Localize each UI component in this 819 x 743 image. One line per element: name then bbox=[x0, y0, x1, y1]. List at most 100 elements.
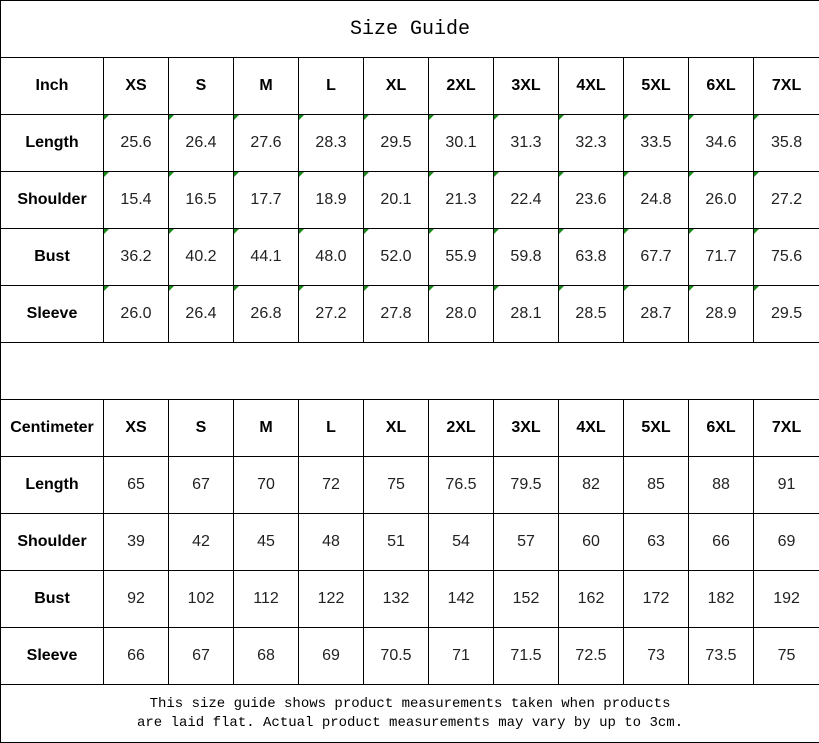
measurement-cell: 69 bbox=[298, 627, 364, 685]
table-row: Shoulder 15.4 16.5 17.7 18.9 20.1 21.3 22.4 23.6… bbox=[0, 171, 819, 229]
title-row: Size Guide bbox=[0, 0, 819, 58]
inch-header-row: Inch XS S M L XL 2XL 3XL 4XL 5XL 6XL 7XL bbox=[0, 57, 819, 115]
table-row: Shoulder 39 42 45 48 51 54 57 60 63 66 69 bbox=[0, 513, 819, 571]
table-row: Length 65 67 70 72 75 76.5 79.5 82 85 88 91 bbox=[0, 456, 819, 514]
measurement-cell: 92 bbox=[103, 570, 169, 628]
size-header: 2XL bbox=[428, 57, 494, 115]
measurement-cell: 25.6 bbox=[103, 114, 169, 172]
measurement-cell: 73.5 bbox=[688, 627, 754, 685]
measurement-cell: 88 bbox=[688, 456, 754, 514]
size-header: 2XL bbox=[428, 399, 494, 457]
spacer-row bbox=[0, 342, 819, 400]
measurement-cell: 28.1 bbox=[493, 285, 559, 343]
measurement-cell: 71 bbox=[428, 627, 494, 685]
measurement-cell: 71.7 bbox=[688, 228, 754, 286]
size-header: S bbox=[168, 57, 234, 115]
measurement-cell: 30.1 bbox=[428, 114, 494, 172]
spacer-cell bbox=[0, 342, 819, 400]
measurement-cell: 51 bbox=[363, 513, 429, 571]
measurement-cell: 35.8 bbox=[752, 114, 819, 172]
measurement-cell: 76.5 bbox=[428, 456, 494, 514]
measurement-label: Bust bbox=[0, 570, 104, 628]
measurement-cell: 28.0 bbox=[428, 285, 494, 343]
measurement-cell: 36.2 bbox=[103, 228, 169, 286]
table-row: Sleeve 26.0 26.4 26.8 27.2 27.8 28.0 28.1 28.5 28… bbox=[0, 285, 819, 343]
footer-note: This size guide shows product measuremen… bbox=[0, 684, 819, 743]
footer-line-2: are laid flat. Actual product measuremen… bbox=[137, 714, 684, 731]
size-header: 7XL bbox=[752, 57, 819, 115]
inch-unit-label: Inch bbox=[0, 57, 104, 115]
measurement-cell: 26.8 bbox=[233, 285, 299, 343]
measurement-cell: 69 bbox=[752, 513, 819, 571]
size-header: 3XL bbox=[493, 57, 559, 115]
measurement-cell: 82 bbox=[558, 456, 624, 514]
measurement-cell: 28.5 bbox=[558, 285, 624, 343]
size-header: L bbox=[298, 57, 364, 115]
measurement-label: Bust bbox=[0, 228, 104, 286]
size-header: M bbox=[233, 57, 299, 115]
footer-row: This size guide shows product measuremen… bbox=[0, 684, 819, 743]
measurement-cell: 54 bbox=[428, 513, 494, 571]
measurement-cell: 75 bbox=[363, 456, 429, 514]
measurement-cell: 60 bbox=[558, 513, 624, 571]
measurement-cell: 20.1 bbox=[363, 171, 429, 229]
measurement-cell: 63 bbox=[623, 513, 689, 571]
measurement-cell: 26.0 bbox=[688, 171, 754, 229]
measurement-cell: 48 bbox=[298, 513, 364, 571]
measurement-label: Shoulder bbox=[0, 171, 104, 229]
measurement-cell: 42 bbox=[168, 513, 234, 571]
measurement-cell: 63.8 bbox=[558, 228, 624, 286]
measurement-cell: 70 bbox=[233, 456, 299, 514]
measurement-cell: 27.2 bbox=[752, 171, 819, 229]
size-header: XL bbox=[363, 57, 429, 115]
measurement-cell: 192 bbox=[752, 570, 819, 628]
centimeter-header-row: Centimeter XS S M L XL 2XL 3XL 4XL 5XL 6XL 7XL bbox=[0, 399, 819, 457]
measurement-cell: 142 bbox=[428, 570, 494, 628]
measurement-cell: 16.5 bbox=[168, 171, 234, 229]
centimeter-unit-label: Centimeter bbox=[0, 399, 104, 457]
measurement-cell: 57 bbox=[493, 513, 559, 571]
measurement-cell: 26.4 bbox=[168, 285, 234, 343]
measurement-cell: 65 bbox=[103, 456, 169, 514]
size-header: XS bbox=[103, 399, 169, 457]
measurement-cell: 26.0 bbox=[103, 285, 169, 343]
measurement-cell: 48.0 bbox=[298, 228, 364, 286]
size-header: 6XL bbox=[688, 399, 754, 457]
measurement-label: Sleeve bbox=[0, 627, 104, 685]
measurement-cell: 152 bbox=[493, 570, 559, 628]
measurement-cell: 29.5 bbox=[363, 114, 429, 172]
table-row: Bust 92 102 112 122 132 142 152 162 172 182 192 bbox=[0, 570, 819, 628]
size-header: 3XL bbox=[493, 399, 559, 457]
measurement-cell: 66 bbox=[103, 627, 169, 685]
measurement-cell: 59.8 bbox=[493, 228, 559, 286]
size-header: XL bbox=[363, 399, 429, 457]
size-header: 4XL bbox=[558, 399, 624, 457]
measurement-cell: 28.7 bbox=[623, 285, 689, 343]
measurement-cell: 91 bbox=[752, 456, 819, 514]
measurement-cell: 75.6 bbox=[752, 228, 819, 286]
size-header: L bbox=[298, 399, 364, 457]
measurement-cell: 33.5 bbox=[623, 114, 689, 172]
size-header: 5XL bbox=[623, 399, 689, 457]
measurement-cell: 39 bbox=[103, 513, 169, 571]
table-row: Length 25.6 26.4 27.6 28.3 29.5 30.1 31.3 32.3 33… bbox=[0, 114, 819, 172]
size-header: S bbox=[168, 399, 234, 457]
measurement-cell: 15.4 bbox=[103, 171, 169, 229]
measurement-cell: 24.8 bbox=[623, 171, 689, 229]
measurement-cell: 26.4 bbox=[168, 114, 234, 172]
measurement-cell: 27.2 bbox=[298, 285, 364, 343]
measurement-cell: 29.5 bbox=[752, 285, 819, 343]
measurement-cell: 21.3 bbox=[428, 171, 494, 229]
measurement-cell: 23.6 bbox=[558, 171, 624, 229]
measurement-cell: 72 bbox=[298, 456, 364, 514]
measurement-cell: 75 bbox=[752, 627, 819, 685]
measurement-cell: 66 bbox=[688, 513, 754, 571]
measurement-cell: 132 bbox=[363, 570, 429, 628]
measurement-cell: 22.4 bbox=[493, 171, 559, 229]
table-row: Sleeve 66 67 68 69 70.5 71 71.5 72.5 73 73.5 75 bbox=[0, 627, 819, 685]
measurement-cell: 79.5 bbox=[493, 456, 559, 514]
size-header: 5XL bbox=[623, 57, 689, 115]
measurement-cell: 73 bbox=[623, 627, 689, 685]
measurement-label: Sleeve bbox=[0, 285, 104, 343]
